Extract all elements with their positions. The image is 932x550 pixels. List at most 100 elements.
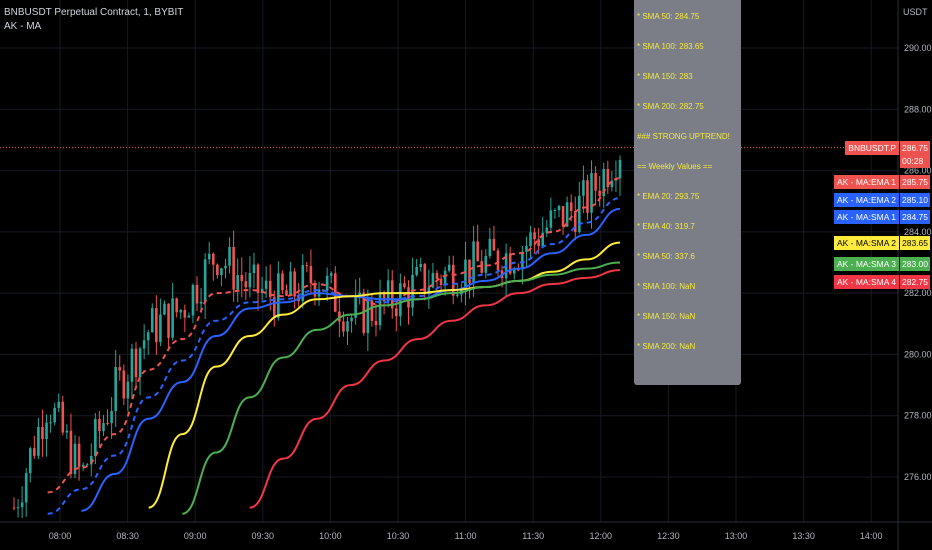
candle-body <box>403 283 406 288</box>
candle-body <box>496 250 500 271</box>
time-tick-label: 09:30 <box>252 531 275 541</box>
candle-body <box>183 310 187 318</box>
candle-body <box>224 265 227 269</box>
candle-body <box>586 180 589 213</box>
ma-label-value: 285.75 <box>900 175 930 189</box>
candle-body <box>598 190 601 197</box>
candle-body <box>512 269 516 274</box>
candle-body <box>248 273 252 288</box>
price-tick-label: 282.00 <box>904 288 932 298</box>
ma-label-value: 283.65 <box>900 236 930 250</box>
candle-body <box>419 263 423 267</box>
candle-body <box>370 300 374 321</box>
time-axis[interactable]: 08:00 08:30 09:00 09:30 10:00 10:30 11:00 11:30… <box>0 521 932 541</box>
candle-body <box>114 367 117 412</box>
candle-body <box>346 321 349 332</box>
candle-body <box>484 255 488 273</box>
candle-body <box>525 246 528 252</box>
candle-body <box>102 422 105 432</box>
candle-body <box>159 314 162 342</box>
candle-body <box>126 381 130 399</box>
ma-line-ak-ma-sma-2 <box>148 241 621 509</box>
candle-body <box>85 464 89 466</box>
ma-label-name: BNBUSDT.P <box>845 141 899 155</box>
candle-body <box>240 275 244 282</box>
candle-body <box>610 180 614 188</box>
info-panel-line: * SMA 50: 284.75 <box>637 12 700 21</box>
candle-body <box>582 180 585 196</box>
info-panel-line: == Weekly Values == <box>637 162 713 171</box>
ma-line-ak-ma-ema-1 <box>47 177 621 494</box>
ma-line-ak-ma-sma-4 <box>249 269 621 509</box>
candle-body <box>456 294 459 296</box>
candle-body <box>146 332 150 341</box>
candle-body <box>378 292 382 326</box>
candle-body <box>390 280 394 309</box>
candle-body <box>49 422 52 424</box>
candle-body <box>476 241 479 262</box>
ma-label-name: AK - MA:EMA 1 <box>833 175 899 189</box>
info-panel-line: * EMA 20: 293.75 <box>637 192 700 201</box>
time-tick-label: 12:30 <box>657 531 680 541</box>
candle-body <box>81 464 85 467</box>
info-panel-line: * SMA 150: NaN <box>637 312 696 321</box>
candle-body <box>301 265 305 302</box>
candle-body <box>545 227 549 233</box>
indicator-name[interactable]: AK - MA <box>4 21 42 32</box>
candle-body <box>549 210 553 228</box>
chart-title: BNBUSDT Perpetual Contract, 1, BYBIT <box>4 7 184 18</box>
candle-body <box>533 232 536 240</box>
info-panel-line: * SMA 150: 283 <box>637 72 693 81</box>
candle-body <box>89 455 93 465</box>
candle-body <box>325 275 329 291</box>
time-tick-label: 10:30 <box>387 531 410 541</box>
candle-body <box>163 303 166 315</box>
time-tick-label: 11:00 <box>455 531 477 541</box>
candle-body <box>106 422 109 424</box>
candle-body <box>305 265 309 267</box>
candle-body <box>171 298 174 338</box>
moving-average-lines <box>47 177 621 515</box>
ma-label-value: 286.75 <box>900 141 930 155</box>
ma-line-ak-ma-sma-3 <box>182 261 621 515</box>
candle-body <box>464 259 467 290</box>
candle-body <box>431 272 435 288</box>
candle-body <box>16 507 20 509</box>
candle-body <box>492 238 496 251</box>
candle-body <box>45 422 48 440</box>
currency-label: USDT <box>903 7 928 17</box>
candle-body <box>443 270 447 285</box>
candle-body <box>472 241 475 284</box>
candle-body <box>309 265 313 284</box>
price-tick-label: 278.00 <box>904 411 932 421</box>
candle-body <box>447 264 451 271</box>
candle-body <box>142 340 146 349</box>
candle-body <box>427 287 431 295</box>
candle-body <box>195 284 199 304</box>
candle-body <box>374 320 378 326</box>
candlestick-series <box>12 155 622 519</box>
ma-label-value: 283.00 <box>900 257 930 271</box>
candle-body <box>590 173 593 213</box>
info-panel-line: * SMA 50: 337.6 <box>637 252 695 261</box>
candle-body <box>216 264 219 276</box>
candle-body <box>130 348 134 382</box>
info-panel-line: * SMA 100: 283.65 <box>637 42 704 51</box>
ma-label-name: AK - MA:SMA 3 <box>833 257 899 271</box>
candle-body <box>451 264 455 296</box>
candle-body <box>118 367 122 371</box>
ma-line-ak-ma-sma-1 <box>81 207 621 512</box>
candle-body <box>122 370 126 399</box>
candle-body <box>281 273 284 291</box>
candle-body <box>236 275 239 290</box>
candle-body <box>366 300 370 334</box>
price-tick-label: 288.00 <box>904 104 932 114</box>
time-tick-label: 09:00 <box>184 531 207 541</box>
candle-body <box>569 202 573 212</box>
price-tick-label: 286.00 <box>904 166 932 176</box>
candle-body <box>150 308 154 333</box>
ma-label-value: 282.75 <box>900 275 930 289</box>
candle-body <box>69 430 73 474</box>
info-panel-line: * SMA 200: NaN <box>637 342 696 351</box>
